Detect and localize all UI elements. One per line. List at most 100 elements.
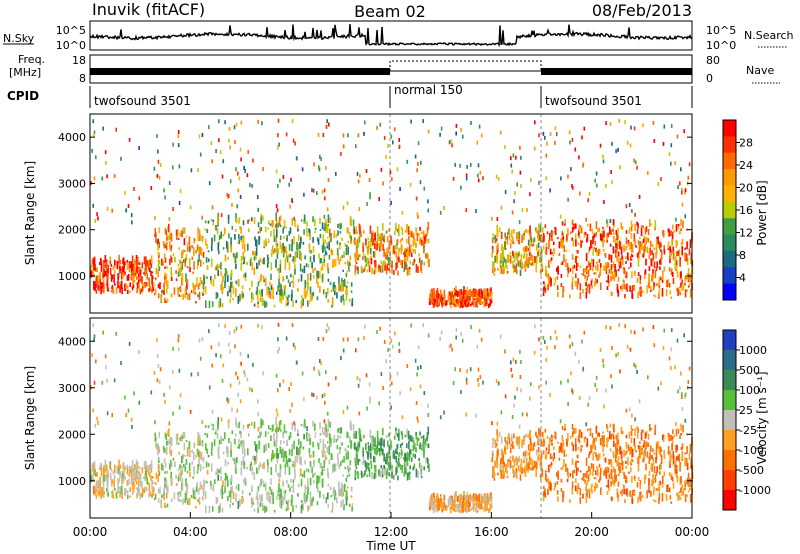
data-point [500, 436, 503, 444]
data-point [150, 270, 152, 277]
data-point [219, 503, 222, 512]
data-point [285, 226, 287, 229]
data-point [177, 287, 179, 296]
data-point [576, 281, 579, 290]
data-point [230, 241, 232, 249]
data-point [106, 174, 108, 179]
data-point [118, 263, 120, 270]
data-point [355, 144, 357, 149]
data-point [119, 265, 121, 274]
data-point [420, 160, 422, 165]
data-point [677, 428, 680, 431]
data-point [451, 291, 453, 297]
data-point [538, 234, 541, 241]
data-point [357, 442, 360, 451]
data-point [652, 473, 654, 482]
data-point [206, 469, 209, 475]
data-point [521, 466, 523, 474]
data-point [105, 469, 107, 474]
data-point [487, 292, 489, 297]
data-point [212, 424, 215, 427]
data-point [571, 184, 573, 189]
data-point [549, 437, 551, 446]
data-point [519, 474, 522, 481]
data-point [649, 240, 652, 248]
data-point [393, 435, 396, 440]
data-point [670, 230, 673, 237]
data-point [431, 501, 434, 508]
data-point [676, 240, 678, 246]
data-point [115, 127, 117, 132]
data-point [571, 458, 574, 465]
data-point [424, 444, 426, 449]
data-point [610, 254, 613, 263]
data-point [316, 481, 319, 485]
data-point [676, 474, 678, 478]
data-point [106, 268, 108, 274]
data-point [295, 504, 297, 508]
data-point [590, 240, 593, 249]
data-point [413, 261, 415, 265]
data-point [263, 240, 266, 248]
data-point [469, 297, 471, 301]
data-point [547, 488, 549, 495]
data-point [93, 486, 95, 494]
data-point [287, 484, 290, 488]
data-point [368, 467, 370, 472]
data-point [401, 450, 403, 456]
data-point [471, 301, 473, 305]
data-point [141, 488, 144, 497]
data-point [545, 447, 548, 451]
data-point [585, 217, 587, 222]
data-point [257, 207, 259, 212]
data-point [230, 474, 233, 482]
data-point [307, 505, 309, 512]
data-point [475, 499, 478, 507]
data-point [398, 452, 401, 455]
data-point [503, 257, 505, 263]
data-point [284, 285, 287, 289]
data-point [678, 289, 681, 295]
data-point [391, 468, 393, 472]
data-point [395, 456, 398, 463]
data-point [282, 291, 284, 301]
data-point [117, 485, 119, 493]
data-point [257, 195, 259, 199]
data-point [566, 234, 568, 241]
data-point [183, 442, 186, 450]
data-point [319, 271, 321, 279]
data-point [342, 294, 344, 301]
data-point [450, 293, 452, 301]
data-point [264, 226, 267, 233]
data-point [415, 263, 418, 273]
data-point [377, 438, 379, 440]
data-point [328, 241, 330, 251]
data-point [155, 277, 157, 281]
data-point [216, 469, 218, 476]
data-point [627, 257, 629, 261]
data-point [550, 257, 553, 261]
data-point [307, 486, 309, 495]
data-point [334, 285, 336, 289]
data-point [360, 265, 363, 271]
data-point [620, 451, 623, 460]
data-point [333, 463, 335, 472]
data-point [133, 475, 135, 483]
data-point [227, 214, 230, 219]
data-point [653, 499, 655, 502]
data-point [475, 209, 477, 214]
data-point [618, 465, 621, 474]
data-point [365, 257, 368, 267]
data-point [689, 477, 691, 481]
data-point [605, 388, 607, 393]
data-point [606, 239, 608, 243]
data-point [470, 508, 472, 512]
data-point [201, 237, 204, 242]
data-point [684, 188, 687, 193]
data-point [562, 235, 565, 242]
data-point [133, 259, 136, 265]
data-point [612, 435, 615, 440]
data-point [243, 165, 245, 170]
data-point [383, 443, 385, 446]
data-point [461, 134, 464, 139]
